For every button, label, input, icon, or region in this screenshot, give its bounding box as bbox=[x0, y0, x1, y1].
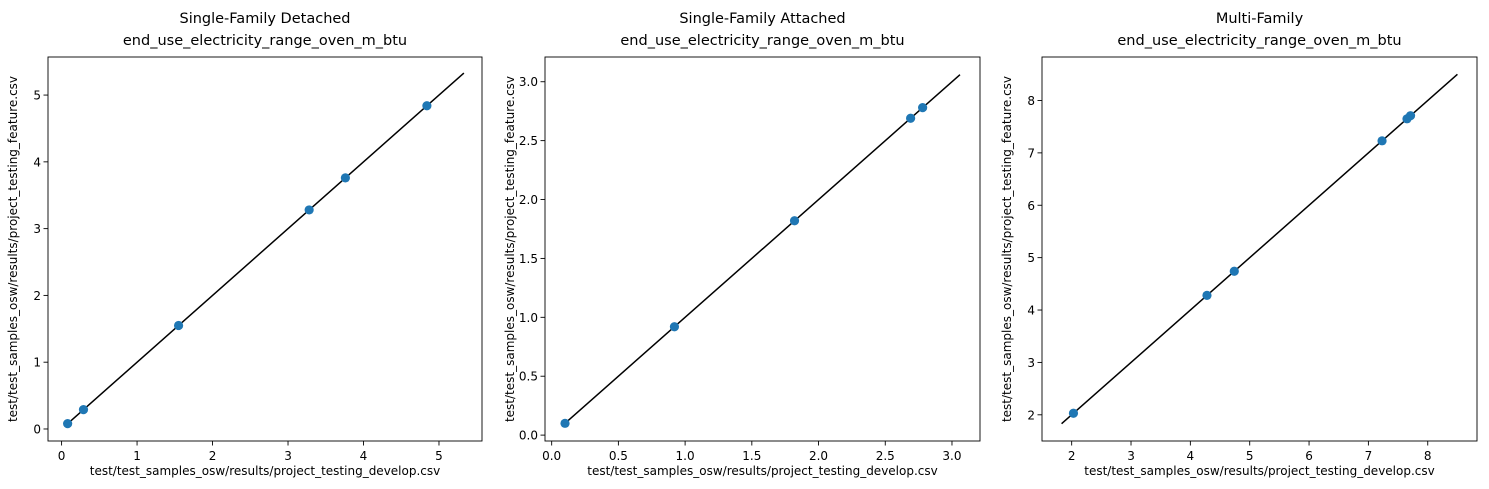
reference-line bbox=[564, 74, 961, 424]
data-point bbox=[918, 103, 928, 113]
chart-subtitle: end_use_electricity_range_oven_m_btu bbox=[1117, 33, 1401, 49]
data-point bbox=[304, 205, 314, 215]
data-point bbox=[669, 322, 680, 332]
x-axis-label: test/test_samples_osw/results/project_te… bbox=[90, 464, 441, 478]
x-tick-label: 2 bbox=[1068, 449, 1076, 463]
y-tick-label: 2 bbox=[1027, 408, 1035, 422]
data-point bbox=[63, 419, 73, 429]
y-tick-label: 6 bbox=[1027, 199, 1035, 213]
y-tick-label: 2 bbox=[33, 289, 41, 303]
x-tick-label: 6 bbox=[1305, 449, 1313, 463]
y-tick-label: 5 bbox=[1027, 251, 1035, 265]
x-tick-label: 7 bbox=[1365, 449, 1373, 463]
x-tick-label: 0.0 bbox=[542, 449, 561, 463]
x-tick-label: 1.5 bbox=[742, 449, 761, 463]
chart-title: Single-Family Detached bbox=[179, 11, 350, 27]
chart-title: Multi-Family bbox=[1216, 11, 1304, 27]
data-point bbox=[1377, 136, 1387, 146]
data-point bbox=[1202, 290, 1212, 300]
y-axis-label: test/test_samples_osw/results/project_te… bbox=[6, 76, 20, 422]
reference-line bbox=[1061, 73, 1458, 425]
x-tick-label: 0 bbox=[58, 449, 66, 463]
y-tick-label: 4 bbox=[1027, 304, 1035, 318]
data-point bbox=[340, 173, 350, 183]
data-point bbox=[1405, 111, 1416, 121]
data-point bbox=[1229, 266, 1239, 276]
chart-subtitle: end_use_electricity_range_oven_m_btu bbox=[123, 33, 407, 49]
x-tick-label: 2 bbox=[209, 449, 217, 463]
data-point bbox=[173, 320, 184, 331]
subplot-2: 0.0 0.5 1.0 1.5 2.0 2.5 3.0 0.0 0.5 1.0 1.5 2.0 2.5 3… bbox=[503, 11, 981, 478]
axes-frame bbox=[47, 56, 483, 442]
y-axis-label: test/test_samples_osw/results/project_te… bbox=[1000, 76, 1014, 422]
chart-title: Single-Family Attached bbox=[679, 11, 845, 27]
data-point bbox=[789, 216, 800, 226]
x-tick-label: 3.0 bbox=[942, 449, 961, 463]
reference-line bbox=[67, 72, 465, 425]
y-tick-label: 5 bbox=[33, 89, 41, 103]
data-point bbox=[906, 113, 916, 123]
y-tick-label: 2.5 bbox=[519, 134, 538, 148]
x-tick-label: 3 bbox=[1127, 449, 1135, 463]
y-tick-label: 0.0 bbox=[519, 429, 538, 443]
axes-frame bbox=[544, 56, 981, 442]
x-tick-label: 5 bbox=[435, 449, 443, 463]
y-tick-label: 0 bbox=[33, 422, 41, 436]
x-tick-label: 4 bbox=[360, 449, 368, 463]
y-tick-label: 0.5 bbox=[519, 370, 538, 384]
data-point bbox=[422, 101, 432, 111]
y-tick-label: 8 bbox=[1027, 94, 1035, 108]
axes-frame bbox=[1041, 56, 1478, 442]
y-tick-label: 3 bbox=[33, 222, 41, 236]
y-tick-label: 7 bbox=[1027, 146, 1035, 160]
x-tick-label: 2.0 bbox=[809, 449, 828, 463]
x-tick-label: 8 bbox=[1424, 449, 1432, 463]
x-tick-label: 5 bbox=[1246, 449, 1254, 463]
subplot-3: 2 3 4 5 6 7 8 2 3 4 5 6 7 8 Multi-Family end_use_electr… bbox=[1000, 11, 1478, 478]
chart-subtitle: end_use_electricity_range_oven_m_btu bbox=[620, 33, 904, 49]
x-tick-label: 1 bbox=[133, 449, 141, 463]
x-tick-label: 0.5 bbox=[609, 449, 628, 463]
y-tick-label: 3.0 bbox=[519, 75, 538, 89]
y-tick-label: 3 bbox=[1027, 356, 1035, 370]
x-axis-label: test/test_samples_osw/results/project_te… bbox=[1084, 464, 1435, 478]
y-axis-label: test/test_samples_osw/results/project_te… bbox=[503, 76, 517, 422]
data-point bbox=[1068, 408, 1079, 418]
x-axis-label: test/test_samples_osw/results/project_te… bbox=[587, 464, 938, 478]
x-tick-label: 4 bbox=[1187, 449, 1195, 463]
x-tick-label: 3 bbox=[284, 449, 292, 463]
y-tick-label: 1 bbox=[33, 356, 41, 370]
y-tick-label: 1.0 bbox=[519, 311, 538, 325]
subplot-1: 0 1 2 3 4 5 0 1 2 3 4 5 Single-Family Detached end_us… bbox=[6, 11, 483, 478]
x-tick-label: 1.0 bbox=[676, 449, 695, 463]
data-point bbox=[78, 405, 89, 415]
y-tick-label: 1.5 bbox=[519, 252, 538, 266]
y-tick-label: 2.0 bbox=[519, 193, 538, 207]
x-tick-label: 2.5 bbox=[876, 449, 895, 463]
y-tick-label: 4 bbox=[33, 155, 41, 169]
data-point bbox=[560, 418, 570, 428]
